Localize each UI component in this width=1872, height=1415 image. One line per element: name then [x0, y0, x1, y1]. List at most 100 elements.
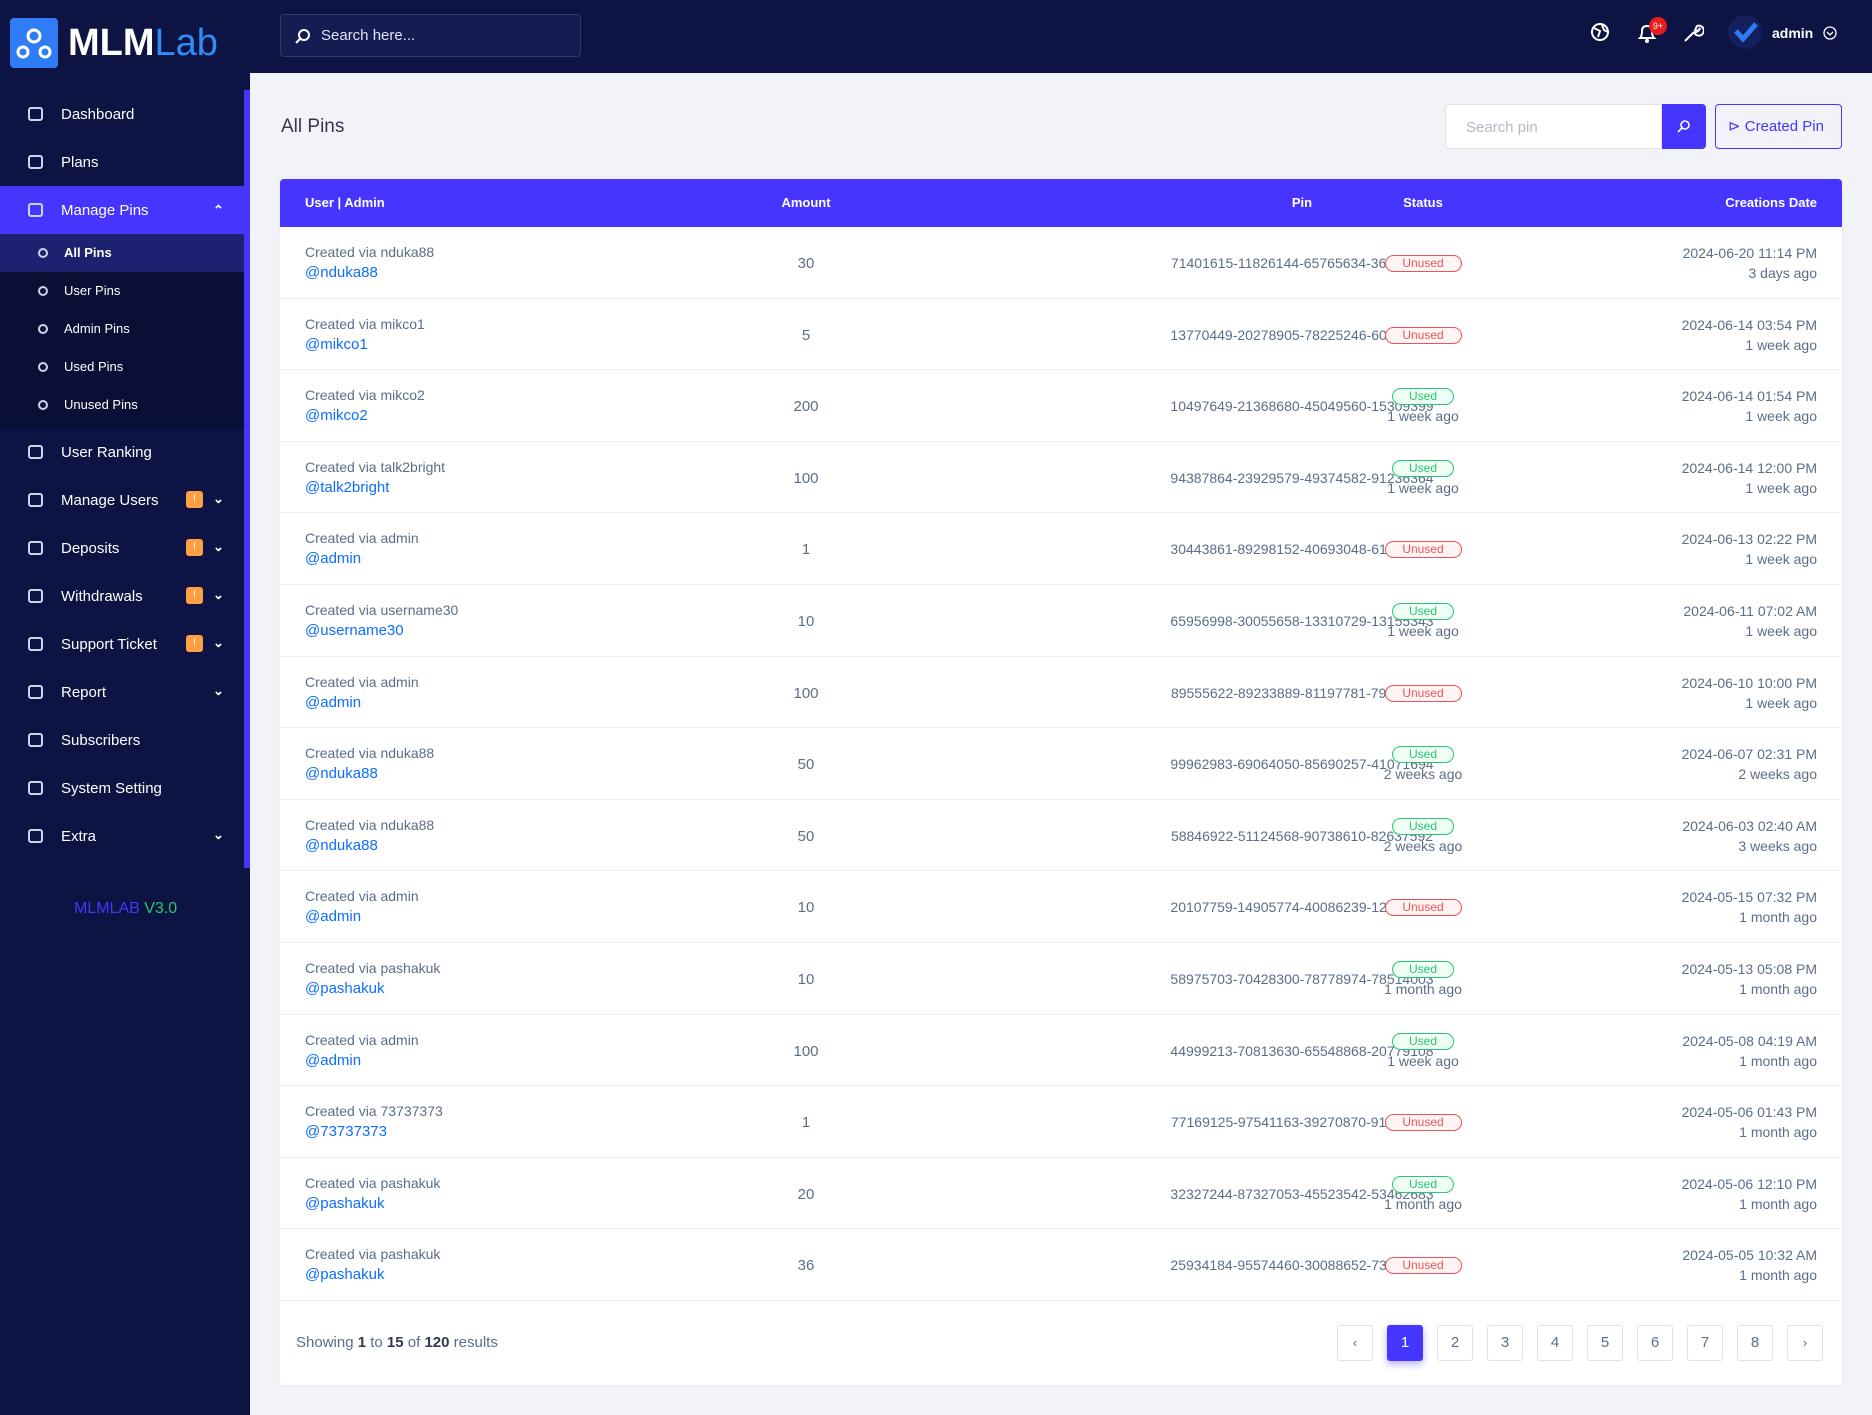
creation-ago: 1 week ago	[1745, 694, 1817, 711]
user-link[interactable]: @admin	[305, 693, 362, 711]
status-badge: Used	[1392, 603, 1454, 620]
user-link[interactable]: @admin	[305, 908, 362, 926]
submenu-active-bg	[0, 234, 244, 272]
page-button[interactable]: 3	[1487, 1325, 1523, 1361]
nav-item[interactable]: Support Ticket	[61, 636, 157, 653]
used-ago: 1 week ago	[1387, 408, 1459, 425]
row-divider	[280, 1013, 1842, 1015]
sidebar: MLMLab Dashboard Plans Manage Pins ⌄ All Pin…	[0, 0, 250, 1415]
column-header: Creations Date	[1725, 195, 1817, 210]
amount: 1	[801, 1114, 811, 1132]
user-link[interactable]: @talk2bright	[305, 478, 390, 496]
status-badge: Used	[1392, 817, 1454, 835]
column-header: Amount	[781, 195, 831, 210]
page-button[interactable]: ‹	[1337, 1325, 1373, 1361]
pin: 65956998-30055658-13310729-13155343	[1170, 613, 1434, 629]
created-via: Created via mikco1	[305, 315, 425, 332]
submenu-item[interactable]: User Pins	[64, 283, 121, 298]
user-link[interactable]: @mikco1	[305, 335, 368, 353]
nav-item[interactable]: User Ranking	[61, 444, 152, 461]
nav-item[interactable]: Deposits	[61, 540, 120, 557]
creation-ago: 2 weeks ago	[1738, 766, 1817, 783]
submenu-item[interactable]: All Pins	[64, 245, 112, 260]
showing-part: 15	[386, 1334, 404, 1351]
nav-icon	[28, 829, 43, 843]
submenu-item[interactable]: Admin Pins	[64, 321, 130, 336]
nav-item[interactable]: Subscribers	[61, 732, 141, 749]
amount: 10	[797, 613, 815, 630]
showing-part: to	[370, 1334, 383, 1351]
status-badge: Used	[1392, 1032, 1454, 1050]
user-link[interactable]: @nduka88	[305, 836, 378, 854]
creation-date: 2024-06-14 12:00 PM	[1681, 459, 1817, 476]
used-ago: 1 month ago	[1384, 981, 1462, 997]
user-name[interactable]: admin	[1772, 25, 1814, 41]
table-header	[280, 179, 1842, 227]
creation-date: 2024-05-05 10:32 AM	[1682, 1247, 1817, 1264]
showing-part: of	[407, 1334, 421, 1351]
pin: 58846922-51124568-90738610-82637592	[1170, 827, 1434, 844]
status-badge: Unused	[1384, 899, 1462, 917]
column-header: Status	[1403, 195, 1443, 210]
brand-b: Lab	[154, 22, 218, 64]
pin: 58975703-70428300-78778974-78514003	[1170, 971, 1434, 987]
wrench-icon[interactable]	[1682, 22, 1704, 44]
status-badge: Used	[1392, 961, 1454, 978]
creation-date: 2024-06-07 02:31 PM	[1681, 746, 1817, 763]
user-link[interactable]: @pashakuk	[305, 1266, 385, 1284]
creation-date: 2024-06-13 02:22 PM	[1681, 531, 1817, 548]
pin-search-input[interactable]: Search pin	[1445, 104, 1662, 149]
user-link[interactable]: @nduka88	[305, 264, 378, 281]
avatar[interactable]	[1728, 15, 1762, 49]
nav-icon	[28, 685, 43, 699]
created-via: Created via 73737373	[305, 1103, 443, 1120]
used-ago: 1 month ago	[1384, 1195, 1462, 1212]
nav-item[interactable]: Dashboard	[61, 106, 135, 123]
user-link[interactable]: @nduka88	[305, 765, 378, 783]
user-link[interactable]: @mikco2	[305, 407, 368, 425]
row-divider	[280, 1085, 1842, 1087]
amount: 100	[793, 469, 819, 487]
bell-icon[interactable]	[1636, 22, 1658, 44]
submenu-item[interactable]: Unused Pins	[64, 397, 138, 412]
page-button[interactable]: 4	[1537, 1325, 1573, 1361]
brand: MLMLab	[68, 22, 218, 65]
pin: 44999213-70813630-65548868-20779108	[1170, 1042, 1434, 1059]
status-badge: Used	[1392, 1175, 1454, 1193]
page-button[interactable]: 1	[1387, 1325, 1423, 1361]
nav-item[interactable]: Extra	[61, 828, 97, 845]
page-button[interactable]: 6	[1637, 1325, 1673, 1361]
globe-icon[interactable]	[1590, 22, 1610, 42]
page-button[interactable]: ›	[1787, 1325, 1823, 1361]
submenu-item[interactable]: Used Pins	[64, 359, 124, 374]
pin-search-button[interactable]	[1662, 104, 1706, 149]
search-box[interactable]: Search here...	[280, 14, 581, 57]
version-name: MLMLAB	[74, 900, 140, 917]
nav-item[interactable]: System Setting	[61, 780, 162, 797]
user-link[interactable]: @username30	[305, 622, 404, 639]
logo-icon	[10, 18, 58, 68]
user-caret[interactable]	[1823, 26, 1837, 40]
page-button[interactable]: 5	[1587, 1325, 1623, 1361]
user-link[interactable]: @admin	[305, 550, 362, 568]
status-badge: Unused	[1384, 1114, 1462, 1132]
page-button[interactable]: 7	[1687, 1325, 1723, 1361]
user-link[interactable]: @pashakuk	[305, 980, 385, 997]
creation-ago: 1 week ago	[1745, 551, 1817, 568]
created-via: Created via nduka88	[305, 816, 435, 833]
create-pin-button[interactable]: ⊳ Created Pin	[1715, 104, 1842, 149]
nav-item[interactable]: Plans	[61, 154, 99, 171]
page-button[interactable]: 8	[1737, 1325, 1773, 1361]
nav-item[interactable]: Report	[61, 684, 107, 701]
user-link[interactable]: @pashakuk	[305, 1194, 385, 1212]
nav-item[interactable]: Withdrawals	[61, 588, 143, 605]
user-link[interactable]: @73737373	[305, 1123, 387, 1141]
page-button[interactable]: 2	[1437, 1325, 1473, 1361]
user-link[interactable]: @admin	[305, 1051, 362, 1069]
creation-ago: 1 month ago	[1739, 1124, 1817, 1141]
pin: 99962983-69064050-85690257-41071694	[1170, 756, 1434, 773]
nav-item[interactable]: Manage Users	[61, 492, 159, 509]
nav-icon	[28, 155, 43, 169]
nav-item[interactable]: Manage Pins	[61, 202, 149, 219]
creation-ago: 1 week ago	[1745, 408, 1817, 425]
